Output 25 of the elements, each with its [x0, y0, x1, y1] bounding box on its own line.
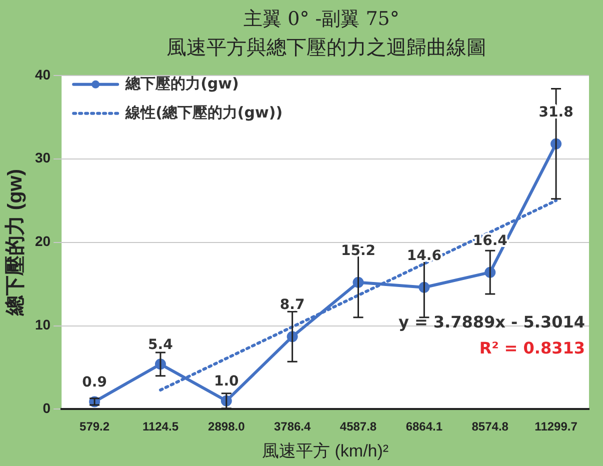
y-tick-label: 30 — [34, 150, 51, 166]
x-tick-label: 11299.7 — [534, 420, 578, 434]
y-tick-label: 20 — [34, 233, 51, 250]
data-label: 0.9 — [82, 374, 107, 390]
legend-label: 線性(總下壓的力(gw)) — [124, 103, 283, 122]
x-tick-label: 3786.4 — [274, 420, 311, 434]
x-tick-label: 1124.5 — [142, 420, 179, 434]
data-label: 8.7 — [280, 297, 305, 314]
y-axis-title: 總下壓的力 (gw) — [4, 168, 27, 317]
x-tick-label: 2898.0 — [208, 420, 246, 434]
chart-subtitle: 風速平方與總下壓的力之迴歸曲線圖 — [166, 34, 488, 61]
x-tick-label: 6864.1 — [406, 420, 443, 434]
annotation: R² = 0.8313 — [479, 338, 585, 358]
y-tick-label: 40 — [34, 66, 51, 82]
data-label: 5.4 — [148, 336, 174, 353]
x-tick-label: 579.2 — [80, 420, 110, 434]
x-tick-label: 8574.8 — [472, 420, 509, 434]
x-tick-label: 4587.8 — [340, 420, 377, 434]
x-axis-title: 風速平方 (km/h)² — [262, 441, 389, 460]
annotation: y = 3.7889x - 5.3014 — [398, 312, 585, 332]
y-tick-label: 0 — [42, 400, 51, 416]
y-tick-label: 10 — [34, 316, 51, 333]
data-label: 1.0 — [214, 373, 240, 390]
chart-title: 主翼 0° -副翼 75° — [242, 7, 400, 32]
legend-label: 總下壓的力(gw) — [124, 74, 239, 92]
